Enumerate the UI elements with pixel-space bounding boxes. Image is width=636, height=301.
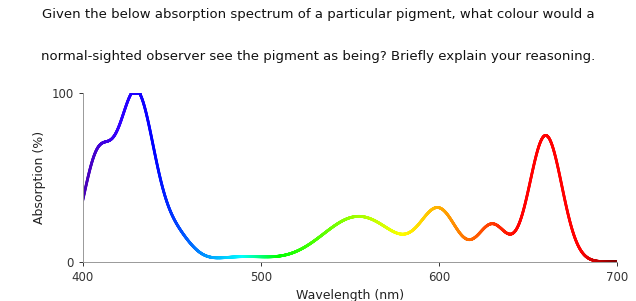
X-axis label: Wavelength (nm): Wavelength (nm) bbox=[296, 290, 404, 301]
Y-axis label: Absorption (%): Absorption (%) bbox=[33, 131, 46, 224]
Text: normal-sighted observer see the pigment as being? Briefly explain your reasoning: normal-sighted observer see the pigment … bbox=[41, 50, 595, 63]
Text: Given the below absorption spectrum of a particular pigment, what colour would a: Given the below absorption spectrum of a… bbox=[42, 8, 594, 20]
